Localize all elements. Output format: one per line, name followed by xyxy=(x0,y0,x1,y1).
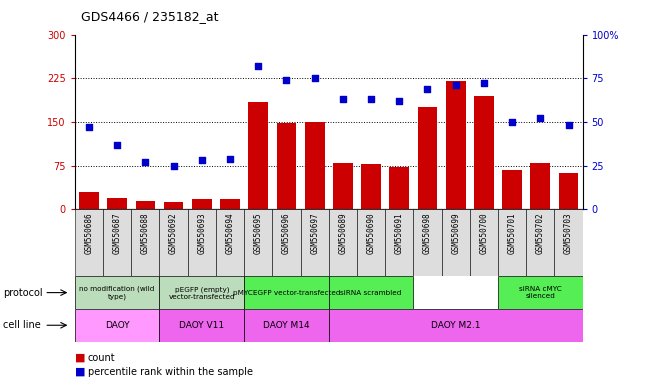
Text: GSM550702: GSM550702 xyxy=(536,212,545,253)
Point xyxy=(535,115,546,121)
Bar xyxy=(75,276,159,309)
Text: GSM550686: GSM550686 xyxy=(85,212,94,253)
Point xyxy=(281,77,292,83)
Bar xyxy=(272,209,301,276)
Point xyxy=(253,63,264,69)
Bar xyxy=(526,209,555,276)
Bar xyxy=(107,198,127,209)
Bar xyxy=(446,81,465,209)
Text: GSM550697: GSM550697 xyxy=(310,212,319,253)
Text: GSM550691: GSM550691 xyxy=(395,212,404,253)
Point xyxy=(84,124,94,130)
Point xyxy=(394,98,404,104)
Bar xyxy=(503,170,522,209)
Text: GSM550700: GSM550700 xyxy=(479,212,488,253)
Bar xyxy=(474,96,493,209)
Text: GSM550694: GSM550694 xyxy=(225,212,234,253)
Bar xyxy=(75,209,103,276)
Point xyxy=(478,80,489,86)
Bar xyxy=(79,192,99,209)
Bar xyxy=(361,164,381,209)
Bar xyxy=(498,276,583,309)
Bar xyxy=(385,209,413,276)
Bar xyxy=(244,276,329,309)
Text: percentile rank within the sample: percentile rank within the sample xyxy=(88,367,253,377)
Bar xyxy=(132,209,159,276)
Bar xyxy=(164,202,184,209)
Bar xyxy=(75,309,159,342)
Bar xyxy=(329,309,583,342)
Bar xyxy=(470,209,498,276)
Text: DAOY M2.1: DAOY M2.1 xyxy=(431,321,480,330)
Text: GSM550693: GSM550693 xyxy=(197,212,206,253)
Point xyxy=(366,96,376,102)
Bar xyxy=(441,209,470,276)
Text: GSM550689: GSM550689 xyxy=(339,212,348,253)
Text: count: count xyxy=(88,353,115,363)
Point xyxy=(338,96,348,102)
Bar xyxy=(531,163,550,209)
Text: siRNA cMYC
silenced: siRNA cMYC silenced xyxy=(519,286,562,299)
Bar xyxy=(559,172,578,209)
Bar xyxy=(277,123,296,209)
Point xyxy=(563,122,574,129)
Point xyxy=(422,86,433,92)
Bar xyxy=(244,309,329,342)
Point xyxy=(197,157,207,164)
Text: GSM550688: GSM550688 xyxy=(141,212,150,253)
Text: GSM550696: GSM550696 xyxy=(282,212,291,253)
Bar xyxy=(216,209,244,276)
Point xyxy=(225,156,235,162)
Text: no modification (wild
type): no modification (wild type) xyxy=(79,286,155,300)
Text: protocol: protocol xyxy=(3,288,43,298)
Bar xyxy=(244,209,272,276)
Text: DAOY V11: DAOY V11 xyxy=(179,321,225,330)
Bar xyxy=(305,122,324,209)
Bar xyxy=(329,276,413,309)
Text: DAOY M14: DAOY M14 xyxy=(263,321,310,330)
Text: pMYCEGFP vector-transfected: pMYCEGFP vector-transfected xyxy=(232,290,340,296)
Text: GSM550701: GSM550701 xyxy=(508,212,517,253)
Text: GSM550690: GSM550690 xyxy=(367,212,376,253)
Text: GSM550699: GSM550699 xyxy=(451,212,460,253)
Point xyxy=(507,119,518,125)
Text: GSM550687: GSM550687 xyxy=(113,212,122,253)
Bar xyxy=(159,276,244,309)
Text: GSM550695: GSM550695 xyxy=(254,212,263,253)
Bar xyxy=(301,209,329,276)
Bar xyxy=(333,163,353,209)
Point xyxy=(450,82,461,88)
Bar xyxy=(159,209,187,276)
Bar xyxy=(389,167,409,209)
Bar xyxy=(418,108,437,209)
Bar xyxy=(220,199,240,209)
Bar xyxy=(192,199,212,209)
Text: GSM550698: GSM550698 xyxy=(423,212,432,253)
Bar xyxy=(413,209,441,276)
Point xyxy=(112,142,122,148)
Text: siRNA scrambled: siRNA scrambled xyxy=(340,290,402,296)
Bar xyxy=(555,209,583,276)
Bar xyxy=(329,209,357,276)
Bar xyxy=(248,101,268,209)
Bar xyxy=(103,209,132,276)
Bar xyxy=(357,209,385,276)
Text: ■: ■ xyxy=(75,353,85,363)
Text: GSM550703: GSM550703 xyxy=(564,212,573,253)
Point xyxy=(140,159,150,165)
Point xyxy=(169,162,179,169)
Text: pEGFP (empty)
vector-transfected: pEGFP (empty) vector-transfected xyxy=(169,286,235,300)
Text: ■: ■ xyxy=(75,367,85,377)
Bar xyxy=(159,309,244,342)
Text: GDS4466 / 235182_at: GDS4466 / 235182_at xyxy=(81,10,219,23)
Text: cell line: cell line xyxy=(3,320,41,331)
Bar xyxy=(187,209,216,276)
Bar xyxy=(135,200,155,209)
Text: DAOY: DAOY xyxy=(105,321,130,330)
Bar xyxy=(498,209,526,276)
Text: GSM550692: GSM550692 xyxy=(169,212,178,253)
Point xyxy=(309,75,320,81)
